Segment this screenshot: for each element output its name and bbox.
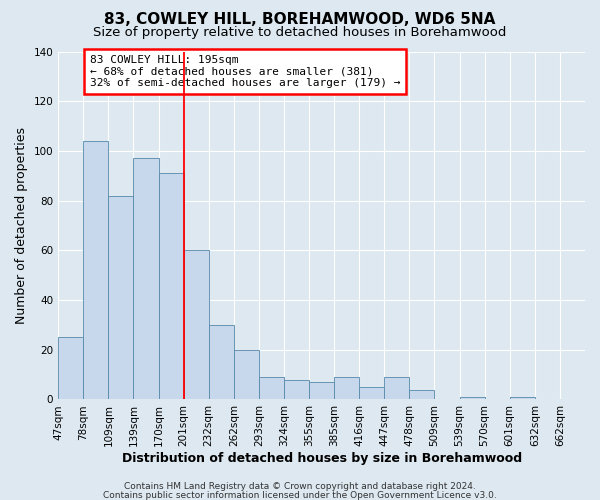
Bar xyxy=(109,196,133,400)
Bar xyxy=(409,390,434,400)
Bar xyxy=(58,338,83,400)
Bar xyxy=(133,158,158,400)
Bar xyxy=(83,141,109,400)
Bar xyxy=(184,250,209,400)
Text: Size of property relative to detached houses in Borehamwood: Size of property relative to detached ho… xyxy=(94,26,506,39)
X-axis label: Distribution of detached houses by size in Borehamwood: Distribution of detached houses by size … xyxy=(122,452,521,465)
Bar xyxy=(158,174,184,400)
Bar xyxy=(309,382,334,400)
Bar xyxy=(259,377,284,400)
Bar xyxy=(209,325,234,400)
Bar xyxy=(334,377,359,400)
Bar xyxy=(385,377,409,400)
Bar xyxy=(359,387,385,400)
Text: Contains public sector information licensed under the Open Government Licence v3: Contains public sector information licen… xyxy=(103,490,497,500)
Bar xyxy=(284,380,309,400)
Y-axis label: Number of detached properties: Number of detached properties xyxy=(15,127,28,324)
Bar xyxy=(510,397,535,400)
Text: Contains HM Land Registry data © Crown copyright and database right 2024.: Contains HM Land Registry data © Crown c… xyxy=(124,482,476,491)
Text: 83 COWLEY HILL: 195sqm
← 68% of detached houses are smaller (381)
32% of semi-de: 83 COWLEY HILL: 195sqm ← 68% of detached… xyxy=(90,55,400,88)
Text: 83, COWLEY HILL, BOREHAMWOOD, WD6 5NA: 83, COWLEY HILL, BOREHAMWOOD, WD6 5NA xyxy=(104,12,496,28)
Bar xyxy=(234,350,259,400)
Bar xyxy=(460,397,485,400)
